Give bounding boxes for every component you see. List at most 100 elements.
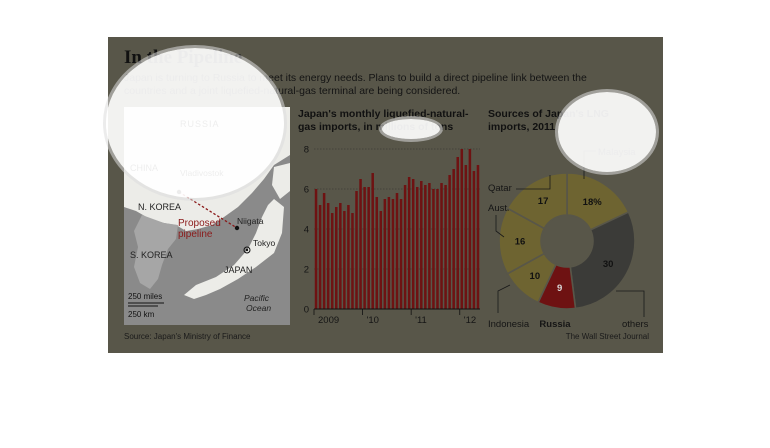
korean-peninsula (134, 215, 178, 289)
slice-value-label: 10 (530, 271, 541, 282)
bar (347, 205, 350, 309)
bar (379, 211, 383, 309)
label-proposed-1: Proposed (178, 218, 221, 229)
bar (444, 185, 447, 309)
slice-value-label: 18% (583, 197, 603, 208)
slice-value-label: 9 (557, 283, 562, 294)
x-tick-label: '10 (367, 315, 379, 326)
bar (436, 189, 439, 309)
y-tick-label: 0 (304, 305, 309, 316)
bar (335, 207, 338, 309)
bar (330, 213, 334, 309)
label-vladivostok: Vladivostok (180, 168, 224, 178)
credit-note: The Wall Street Journal (565, 332, 649, 341)
leader-line (497, 284, 511, 313)
bar (440, 183, 443, 309)
bar (351, 213, 354, 309)
bar-chart-title-line-1: Japan's monthly liquefied-natural- (298, 108, 469, 120)
donut-slice (506, 172, 568, 230)
label-s-korea: S. KOREA (130, 250, 173, 260)
x-tick-label: '12 (464, 315, 476, 326)
bar (472, 171, 476, 309)
japan-islands (184, 199, 284, 299)
leader-line (495, 215, 505, 238)
bar (343, 211, 346, 309)
bar (359, 179, 362, 309)
bar (371, 173, 374, 309)
pie-chart-title-line-1: Sources of Japan's LNG (488, 108, 609, 120)
graphic-panel: In the Pipeline Japan is turning to Russ… (108, 37, 663, 353)
leader-line (516, 175, 551, 190)
bar (411, 179, 415, 309)
bar-chart-title-line-2: gas imports, in millions of tons (298, 121, 454, 133)
source-note: Source: Japan's Ministry of Finance (124, 332, 251, 341)
region-map: RUSSIA CHINA Vladivostok N. KOREA S. KOR… (124, 107, 290, 325)
bar (395, 193, 399, 309)
x-tick-label: '11 (415, 315, 427, 326)
proposed-pipeline-line (178, 191, 238, 229)
y-tick-label: 4 (304, 225, 309, 236)
label-japan: JAPAN (224, 265, 252, 275)
bar (452, 169, 455, 309)
slice-value-label: 17 (538, 196, 549, 207)
bar (476, 165, 480, 309)
bar (468, 149, 472, 309)
lng-sources-donut-chart: 18%Malaysia30others9Russia10Indonesia16A… (488, 147, 649, 330)
donut-hole (542, 216, 592, 266)
bar (318, 205, 322, 309)
slice-name-label: others (622, 319, 649, 330)
bar (322, 193, 326, 309)
bar (448, 175, 451, 309)
label-niigata: Niigata (237, 216, 264, 226)
label-pacific-1: Pacific (244, 293, 270, 303)
slice-name-label: Qatar (488, 183, 512, 194)
y-tick-label: 8 (304, 145, 309, 156)
label-scale-km: 250 km (128, 310, 155, 319)
bar (432, 189, 435, 309)
vladivostok-dot (176, 189, 182, 195)
label-proposed-2: pipeline (178, 229, 213, 240)
label-russia: RUSSIA (180, 119, 220, 129)
bar (326, 203, 330, 309)
slice-name-label: Indonesia (488, 319, 530, 330)
bar (428, 183, 431, 309)
label-pacific-2: Ocean (246, 303, 271, 313)
label-china: CHINA (130, 163, 158, 173)
slice-name-label: Malaysia (598, 147, 636, 158)
bar (391, 199, 395, 309)
donut-slice (569, 210, 636, 310)
y-tick-label: 6 (304, 185, 309, 196)
bar (407, 177, 411, 309)
bar (403, 185, 407, 309)
bar (456, 157, 459, 309)
label-n-korea: N. KOREA (138, 202, 181, 212)
bar (367, 187, 370, 309)
bar (314, 189, 318, 309)
bar (387, 197, 391, 309)
leader-line (616, 290, 645, 317)
label-tokyo: Tokyo (253, 238, 275, 248)
x-tick-label: 2009 (318, 315, 339, 326)
page-title: In the Pipeline (124, 47, 243, 68)
bar (355, 191, 358, 309)
bar (399, 199, 403, 309)
bar (383, 199, 387, 309)
bar (460, 149, 464, 309)
donut-slice (566, 172, 630, 231)
bar (363, 187, 366, 309)
bar (464, 165, 468, 309)
tokyo-dot (243, 246, 251, 254)
bar (415, 187, 419, 309)
lng-imports-bar-chart: 0 2 4 6 8 2009 '10 '11 '12 (304, 145, 480, 326)
slice-name-label: Russia (539, 319, 571, 330)
bar (420, 181, 423, 309)
subtitle-line-1: Japan is turning to Russia to meet its e… (124, 72, 587, 84)
slice-value-label: 16 (515, 237, 526, 248)
y-tick-label: 2 (304, 265, 309, 276)
slice-value-label: 30 (603, 259, 614, 270)
label-scale-miles: 250 miles (128, 292, 162, 301)
bar (375, 197, 379, 309)
bar (424, 185, 427, 309)
niigata-dot (234, 225, 240, 231)
subtitle-line-2: countries and a joint liquefied-natural-… (124, 85, 461, 97)
